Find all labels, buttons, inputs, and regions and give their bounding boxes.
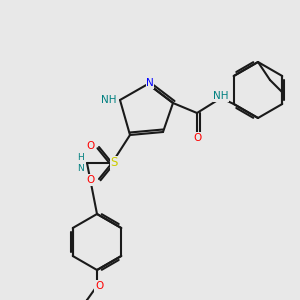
Text: NH: NH [213,91,229,101]
Text: S: S [110,157,118,169]
Text: O: O [87,175,95,185]
Text: O: O [87,141,95,151]
Text: N: N [146,78,154,88]
Text: H
N: H N [77,153,84,173]
Text: O: O [193,133,201,143]
Text: NH: NH [100,95,116,105]
Text: O: O [95,281,103,291]
